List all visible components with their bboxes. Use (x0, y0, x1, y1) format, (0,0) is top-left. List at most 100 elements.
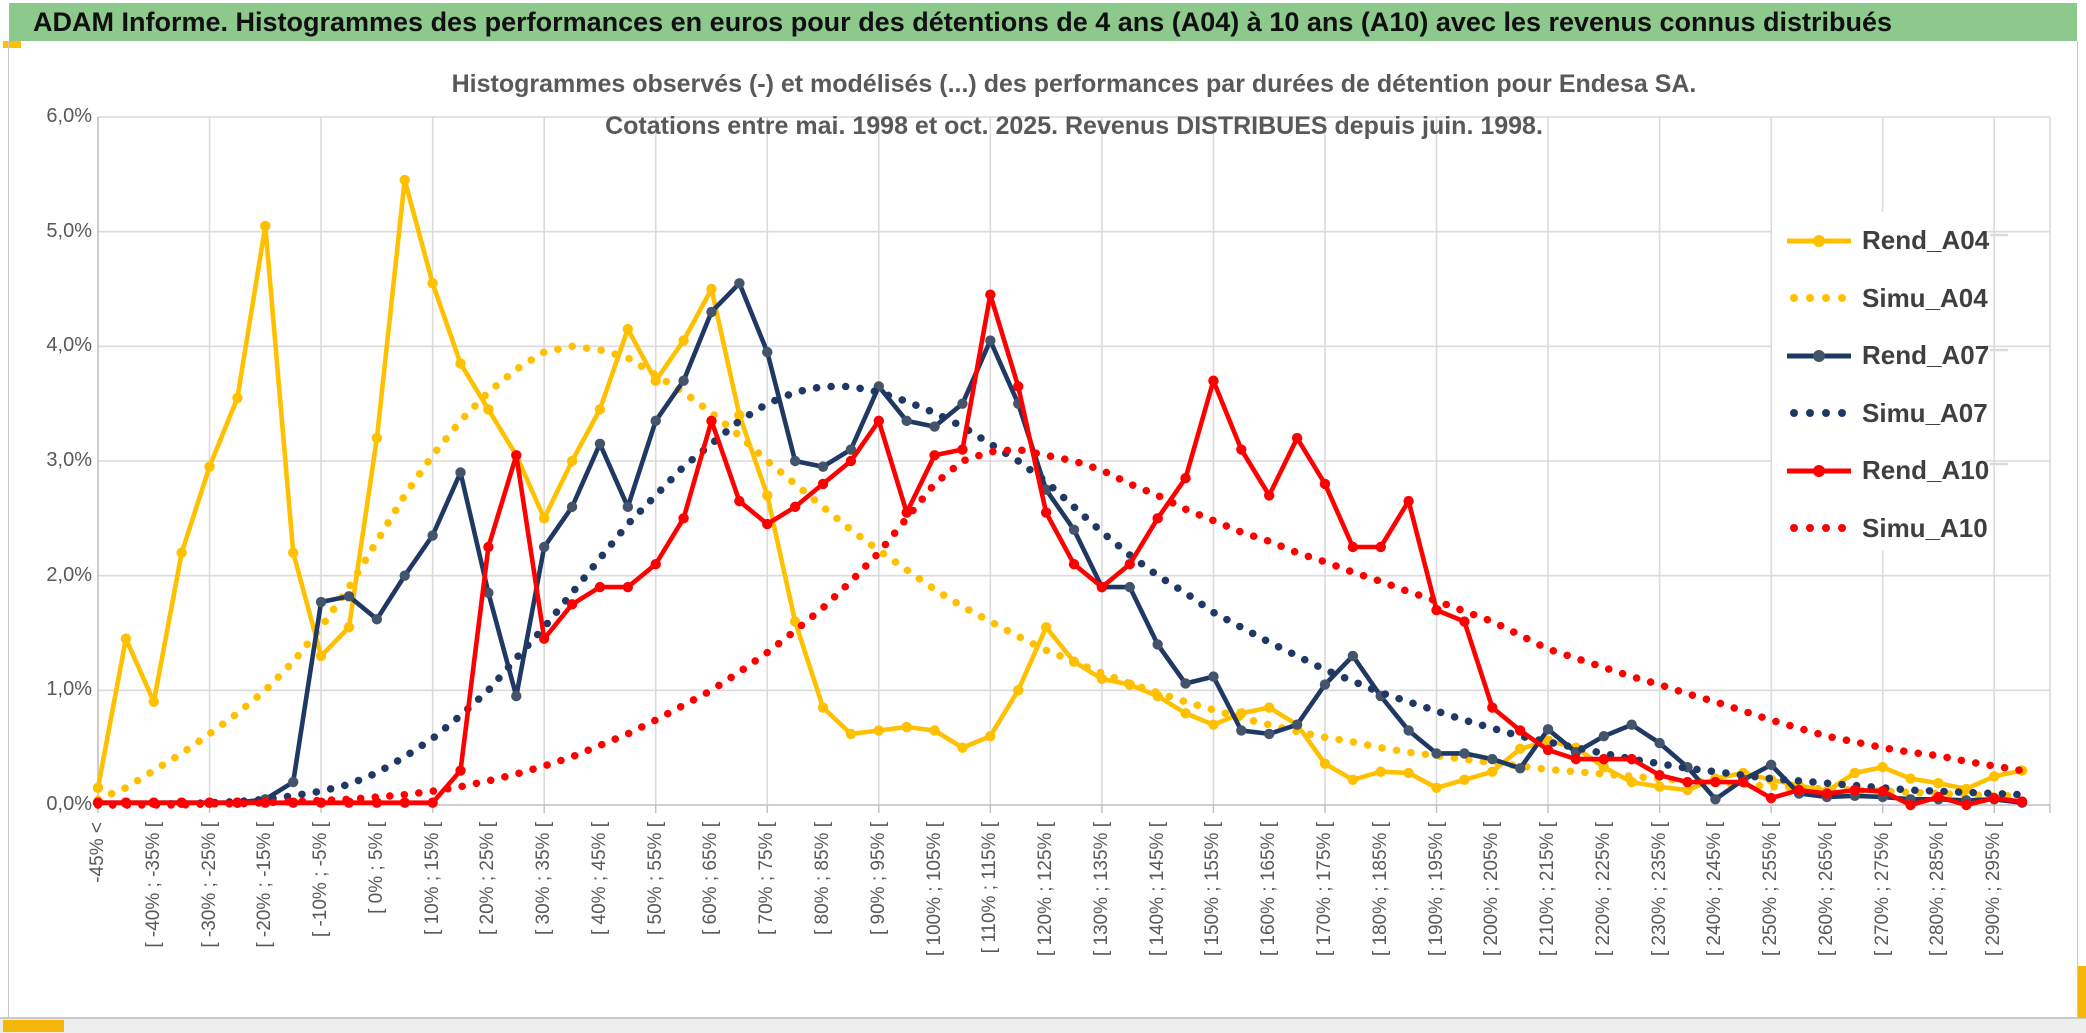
x-axis-label: [ 250% ; 255% [ (1760, 822, 1782, 957)
sheet-border-right (2077, 41, 2078, 1018)
legend-swatch-simu-a10 (1790, 524, 1846, 533)
series-rend-a04-marker (176, 547, 187, 558)
series-rend-a04-marker (873, 725, 884, 736)
series-rend-a07-marker (957, 398, 968, 409)
series-rend-a10-marker (1542, 744, 1554, 756)
series-rend-a04-marker (1933, 778, 1944, 789)
series-rend-a04-marker (1514, 743, 1526, 755)
series-rend-a10-marker (1431, 604, 1442, 616)
series-rend-a04-marker (1598, 761, 1610, 773)
series-rend-a07-marker (1068, 524, 1080, 535)
series-rend-a10-marker (1989, 792, 2000, 804)
series-rend-a07-marker (734, 278, 745, 289)
legend-label: Rend_A10 (1862, 455, 1990, 486)
series-rend-a10-marker (1710, 776, 1721, 788)
x-axis-label: [ 20% ; 25% [ (477, 822, 499, 936)
series-rend-a10-marker (1236, 444, 1247, 455)
x-axis-label: [ -20% ; -15% [ (254, 822, 276, 948)
series-rend-a10-marker (483, 541, 494, 553)
series-rend-a10-marker (1180, 473, 1191, 484)
series-rend-a07-marker (1347, 650, 1359, 662)
series-rend-a04-marker (315, 650, 327, 662)
series-rend-a04-marker (1487, 766, 1498, 777)
series-rend-a04-marker (483, 404, 494, 415)
sheet-border-left (8, 41, 9, 1018)
series-rend-a07-marker (1208, 671, 1219, 682)
series-rend-a04-marker (1849, 767, 1861, 779)
series-rend-a10-marker (1403, 495, 1414, 507)
series-rend-a10-marker (901, 507, 912, 518)
chart-title-line2: Cotations entre mai. 1998 et oct. 2025. … (605, 112, 1543, 140)
x-axis-label: [ 30% ; 35% [ (533, 822, 555, 936)
series-rend-a10-marker (1905, 799, 1916, 811)
legend-swatch-rend-a04 (1787, 234, 1851, 247)
horizontal-scrollbar-thumb[interactable] (3, 1020, 64, 1032)
series-rend-a10-marker (1654, 769, 1665, 781)
series-rend-a07-marker (678, 375, 689, 386)
y-axis-label: 3,0% (46, 449, 92, 471)
series-rend-a07-marker (1319, 679, 1331, 690)
legend-swatch-rend-a07 (1787, 349, 1851, 362)
series-rend-a07-marker (1598, 731, 1610, 742)
series-rend-a07-marker (789, 455, 801, 467)
series-rend-a04-marker (148, 696, 159, 707)
series-rend-a10-marker (929, 450, 940, 461)
series-rend-a04-marker (371, 432, 383, 444)
series-rend-a07-marker (706, 306, 717, 318)
series-rend-a04-marker (343, 622, 355, 633)
x-axis-label: -45% < (87, 822, 108, 883)
series-rend-a10-marker (260, 797, 271, 808)
series-rend-a07-marker (1180, 678, 1191, 689)
series-rend-a10-marker (538, 633, 550, 644)
series-rend-a04-marker (817, 702, 829, 713)
series-rend-a10-marker (734, 495, 745, 507)
x-axis-label: [ 180% ; 185% [ (1369, 822, 1391, 957)
series-rend-a10-marker (706, 415, 717, 427)
x-axis-label: [ 140% ; 145% [ (1146, 822, 1168, 957)
legend-swatch-simu-a07 (1790, 409, 1846, 418)
series-rend-a04-marker (1654, 781, 1665, 792)
series-rend-a10-marker (789, 501, 801, 513)
series-rend-a04-marker (957, 742, 968, 753)
series-rend-a04-marker (1905, 773, 1916, 784)
series-rend-a10-marker (957, 444, 968, 455)
series-rend-a10-marker (1013, 381, 1024, 392)
y-axis-label: 6,0% (46, 105, 92, 127)
series-rend-a07-marker (1459, 748, 1470, 759)
series-rend-a07-marker (455, 467, 466, 478)
series-rend-a04-marker (678, 335, 689, 346)
legend-label: Simu_A07 (1862, 397, 1988, 428)
series-rend-a07-marker (483, 587, 494, 599)
x-axis-label: [ 280% ; 285% [ (1927, 822, 1949, 957)
bottom-separator (0, 1017, 2086, 1019)
series-rend-a07-marker (1765, 759, 1777, 771)
legend-label: Rend_A07 (1862, 340, 1990, 371)
series-rend-a10-line (95, 292, 2025, 808)
series-rend-a07-marker (1431, 748, 1442, 759)
x-axis-label: [ 40% ; 45% [ (588, 822, 610, 936)
series-rend-a10-marker (1765, 792, 1777, 804)
series-simu-a07-dotted-line (94, 382, 2026, 809)
series-rend-a04-marker (1319, 758, 1331, 769)
legend-label: Rend_A04 (1862, 225, 1990, 256)
series-rend-a04-marker (1989, 771, 2000, 782)
legend-item-simu-a10: Simu_A10 (1786, 500, 1989, 558)
series-rend-a10-marker (427, 797, 438, 808)
series-rend-a07-marker (511, 690, 522, 702)
series-rend-a04-marker (985, 731, 996, 742)
series-rend-a10-marker (817, 478, 829, 490)
series-rend-a10-marker (845, 455, 857, 467)
series-rend-a07-marker (1264, 728, 1275, 740)
x-axis-label: [ 190% ; 195% [ (1425, 822, 1447, 957)
x-axis-label: [ 220% ; 225% [ (1592, 822, 1614, 957)
horizontal-scrollbar-track[interactable] (0, 1019, 2086, 1033)
series-rend-a10-marker (1626, 753, 1637, 765)
legend-label: Simu_A10 (1862, 512, 1988, 543)
vertical-scrollbar-thumb[interactable] (2078, 966, 2086, 1018)
series-rend-a10-marker (1040, 507, 1052, 518)
chart-title-line1: Histogrammes observés (-) et modélisés (… (451, 70, 1697, 98)
series-rend-a07-marker (762, 346, 773, 358)
x-axis-label: [ -30% ; -25% [ (198, 822, 220, 948)
series-rend-a10-marker (1068, 559, 1080, 570)
